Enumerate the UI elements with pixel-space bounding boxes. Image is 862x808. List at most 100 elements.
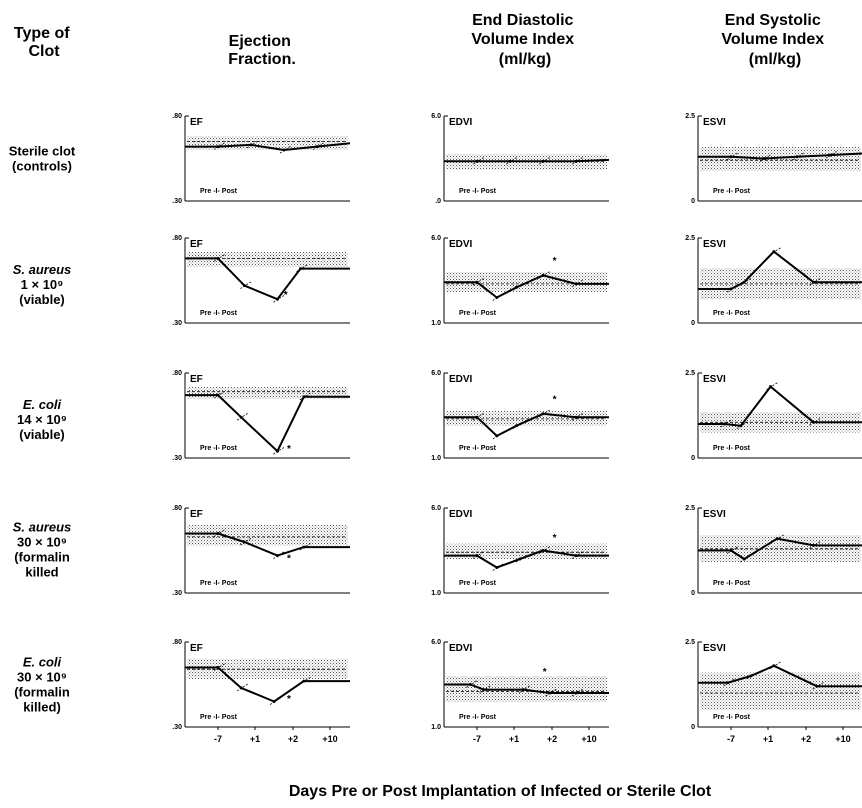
slope-mark — [538, 409, 551, 418]
y-top-label: 6.0 — [431, 505, 441, 512]
data-point — [216, 666, 220, 669]
x-tick-label: +2 — [801, 734, 811, 744]
panel-ef-row-2: .80 .30 EF Pre -I- Post * — [172, 370, 350, 462]
panel-tag: EDVI — [449, 374, 473, 385]
slope-mark — [240, 537, 252, 546]
slope-mark — [472, 412, 485, 421]
data-point — [495, 566, 499, 569]
slope-mark — [825, 150, 838, 159]
y-bottom-label: .30 — [172, 455, 182, 462]
row-label-line: (viable) — [19, 292, 65, 307]
slope-mark — [720, 419, 732, 428]
y-top-label: 6.0 — [431, 639, 441, 646]
significance-star: * — [553, 533, 557, 544]
data-point — [574, 691, 578, 695]
pre-post-label: Pre -I- Post — [200, 714, 238, 721]
panel-tag: EF — [190, 509, 203, 520]
type-of-clot-header: Type of Clot — [14, 25, 74, 60]
slope-mark — [492, 293, 505, 301]
slope-mark — [466, 680, 478, 688]
x-tick-label: +10 — [835, 734, 850, 744]
slope-mark — [538, 546, 551, 554]
y-top-label: 2.5 — [685, 639, 695, 646]
y-bottom-label: 0 — [691, 198, 695, 205]
panel-ef-row-4: .80 .30 EF Pre -I- Post * -7 +1 +2 +10 — [172, 639, 350, 744]
normal-range-band — [446, 676, 607, 702]
pre-post-label: Pre -I- Post — [200, 188, 238, 195]
column-header-esvi: End Systolic Volume Index (ml/kg) — [721, 12, 828, 68]
x-tick-label: -7 — [214, 734, 222, 744]
panel-esvi-row-0: 2.5 0 ESVI Pre -I- Post — [685, 113, 862, 205]
data-point — [742, 280, 746, 284]
pre-post-label: Pre -I- Post — [713, 580, 751, 587]
data-point — [475, 159, 479, 163]
data-point — [726, 681, 730, 685]
y-bottom-label: .0 — [435, 198, 441, 205]
slope-mark — [812, 681, 825, 690]
y-bottom-label: 1.0 — [431, 590, 441, 597]
slope-mark — [236, 683, 249, 692]
data-point — [815, 684, 819, 688]
data-point — [828, 153, 832, 157]
y-top-label: .80 — [172, 235, 182, 242]
x-tick-label: +10 — [581, 734, 596, 744]
panel-tag: EDVI — [449, 117, 473, 128]
data-point — [812, 280, 815, 284]
slope-mark — [213, 254, 226, 262]
y-bottom-label: 0 — [691, 590, 695, 597]
slope-mark — [296, 264, 308, 272]
data-point — [482, 688, 486, 692]
panel-esvi-row-1: 2.5 0 ESVI Pre -I- Post — [685, 235, 862, 327]
panel-tag: EDVI — [449, 239, 473, 250]
row-label-line: (controls) — [12, 159, 72, 174]
y-top-label: 6.0 — [431, 113, 441, 120]
slope-mark — [213, 529, 226, 537]
slope-mark — [538, 271, 551, 279]
x-tick-label: +1 — [509, 734, 519, 744]
slope-mark — [809, 541, 821, 549]
data-point — [475, 415, 479, 419]
x-tick-label: +2 — [547, 734, 557, 744]
pre-post-label: Pre -I- Post — [459, 310, 497, 317]
x-tick-label: -7 — [727, 734, 735, 744]
slope-mark — [726, 152, 739, 161]
data-point — [722, 422, 726, 426]
slope-mark — [518, 685, 531, 693]
panel-tag: ESVI — [703, 239, 726, 250]
series-line — [185, 666, 350, 703]
data-point — [508, 159, 512, 163]
data-point — [302, 679, 306, 683]
column-header-edvi: End Diastolic Volume Index (ml/kg) — [471, 12, 578, 68]
row-label-line: (viable) — [19, 427, 65, 442]
slope-mark — [726, 546, 739, 554]
panel-ef-row-1: .80 .30 EF Pre -I- Post * — [172, 235, 350, 327]
data-point — [495, 434, 499, 438]
data-point — [515, 285, 519, 289]
column-header-ejection-fraction: Ejection Fraction. — [228, 33, 296, 68]
significance-star: * — [553, 395, 557, 406]
panel-tag: EDVI — [449, 643, 473, 654]
slope-mark — [299, 542, 312, 551]
data-point — [495, 296, 499, 299]
pre-post-label: Pre -I- Post — [200, 310, 238, 317]
data-point — [282, 148, 286, 152]
slope-mark — [279, 145, 292, 154]
data-point — [574, 554, 578, 558]
significance-star: * — [287, 444, 291, 455]
data-point — [574, 415, 578, 419]
data-point — [772, 664, 776, 668]
row-label-line: S. aureus — [13, 262, 72, 277]
data-point — [275, 297, 279, 301]
y-bottom-label: .30 — [172, 590, 182, 597]
x-tick-label: +1 — [250, 734, 260, 744]
data-point — [769, 385, 773, 389]
chart-panels: .80 .30 EF Pre -I- Post 6.0 .0 EDVI Pre -I- Pos… — [172, 113, 862, 744]
pre-post-label: Pre -I- Post — [459, 445, 497, 452]
slope-mark — [512, 282, 524, 291]
normal-range-band — [187, 386, 348, 399]
panel-esvi-row-2: 2.5 0 ESVI Pre -I- Post — [685, 370, 862, 462]
slope-mark — [472, 277, 485, 286]
x-tick-label: -7 — [473, 734, 481, 744]
slope-mark — [571, 688, 584, 697]
slope-mark — [269, 697, 282, 705]
